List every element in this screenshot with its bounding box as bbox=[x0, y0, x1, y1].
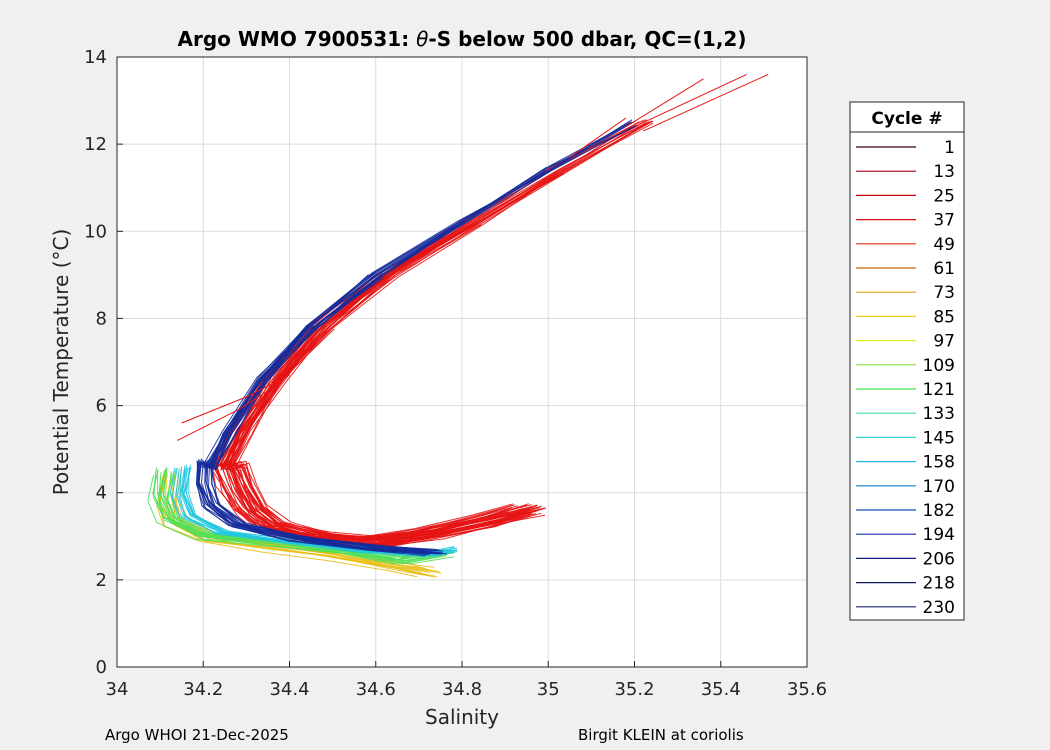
profile-line-upper-tail bbox=[625, 78, 704, 128]
y-tick-label: 2 bbox=[96, 570, 107, 591]
legend-title: Cycle # bbox=[871, 109, 942, 129]
x-tick-label: 34 bbox=[106, 679, 129, 700]
profile-line-170-230 bbox=[207, 275, 443, 555]
legend-label: 121 bbox=[923, 380, 955, 400]
x-tick-label: 34.4 bbox=[269, 679, 309, 700]
legend-label: 13 bbox=[933, 162, 955, 182]
y-tick-label: 12 bbox=[84, 134, 107, 155]
profile-line-170-230 bbox=[197, 326, 430, 556]
profile-line-1-60 bbox=[223, 275, 536, 546]
legend-label: 182 bbox=[923, 501, 955, 521]
profile-line-upper-tail bbox=[642, 73, 769, 132]
y-tick-label: 14 bbox=[84, 47, 107, 68]
profile-line-61-110 bbox=[175, 477, 438, 578]
legend: Cycle # 1 13 25 37 49 61 73 85 97 109 121 133 145 158… bbox=[849, 101, 965, 621]
x-tick-label: 35.4 bbox=[701, 679, 741, 700]
y-tick-label: 0 bbox=[96, 657, 107, 678]
x-tick-label: 35.6 bbox=[787, 679, 827, 700]
x-tick-label: 35 bbox=[537, 679, 560, 700]
x-tick-label: 34.6 bbox=[356, 679, 396, 700]
footer-left: Argo WHOI 21-Dec-2025 bbox=[105, 726, 289, 744]
profile-line-109-145 bbox=[162, 469, 450, 558]
legend-label: 145 bbox=[923, 428, 955, 448]
profile-line-upper-tail bbox=[634, 73, 747, 128]
legend-label: 109 bbox=[923, 356, 955, 376]
profile-line-1-60 bbox=[220, 221, 527, 546]
legend-label: 85 bbox=[933, 307, 955, 327]
y-tick-label: 6 bbox=[96, 396, 107, 417]
profile-line-170-230 bbox=[195, 274, 428, 555]
legend-label: 133 bbox=[923, 404, 955, 424]
legend-label: 25 bbox=[933, 186, 955, 206]
footer-right: Birgit KLEIN at coriolis bbox=[578, 726, 744, 744]
chart-title-prefix: Argo WMO 7900531: bbox=[178, 27, 417, 51]
legend-label: 73 bbox=[933, 283, 955, 303]
legend-label: 61 bbox=[933, 259, 955, 279]
profile-line-109-145 bbox=[147, 475, 434, 565]
legend-label: 158 bbox=[923, 453, 955, 473]
profile-line-109-145 bbox=[158, 474, 447, 565]
legend-label: 37 bbox=[933, 211, 955, 231]
y-tick-label: 8 bbox=[96, 308, 107, 329]
y-tick-label: 10 bbox=[84, 221, 107, 242]
profile-line-170-230 bbox=[198, 121, 634, 551]
profile-line-left-loop bbox=[177, 387, 273, 441]
profile-line-61-110 bbox=[156, 477, 418, 578]
ticks: 34 34.2 34.4 34.6 34.8 35 35.2 35.4 35.6 0 2 4 6 8 10 1… bbox=[84, 47, 827, 700]
profile-line-1-60 bbox=[219, 121, 640, 550]
x-tick-label: 35.2 bbox=[614, 679, 654, 700]
legend-label: 170 bbox=[923, 477, 955, 497]
profile-line-left-loop bbox=[181, 374, 290, 424]
legend-label: 97 bbox=[933, 332, 955, 352]
profile-line-109-145 bbox=[159, 469, 448, 562]
legend-entries: 1 13 25 37 49 61 73 85 97 109 121 133 145 158 170 182 19… bbox=[856, 138, 955, 618]
y-axis-label: Potential Temperature (°C) bbox=[49, 229, 73, 496]
chart-title: Argo WMO 7900531: θ-S below 500 dbar, QC… bbox=[178, 27, 747, 51]
x-tick-label: 34.8 bbox=[442, 679, 482, 700]
profile-line-1-60 bbox=[219, 323, 531, 547]
y-tick-label: 4 bbox=[96, 483, 107, 504]
legend-label: 194 bbox=[923, 525, 955, 545]
legend-label: 218 bbox=[923, 574, 955, 594]
profile-line-upper-tail bbox=[569, 117, 627, 158]
x-tick-label: 34.2 bbox=[183, 679, 223, 700]
legend-label: 230 bbox=[923, 598, 955, 618]
data-layer bbox=[147, 73, 769, 578]
legend-label: 49 bbox=[933, 235, 955, 255]
legend-label: 1 bbox=[944, 138, 955, 158]
chart-title-theta: θ bbox=[416, 27, 428, 51]
profile-line-170-230 bbox=[205, 272, 440, 551]
chart-title-suffix: -S below 500 dbar, QC=(1,2) bbox=[428, 27, 746, 51]
legend-label: 206 bbox=[923, 549, 955, 569]
x-axis-label: Salinity bbox=[425, 705, 499, 729]
